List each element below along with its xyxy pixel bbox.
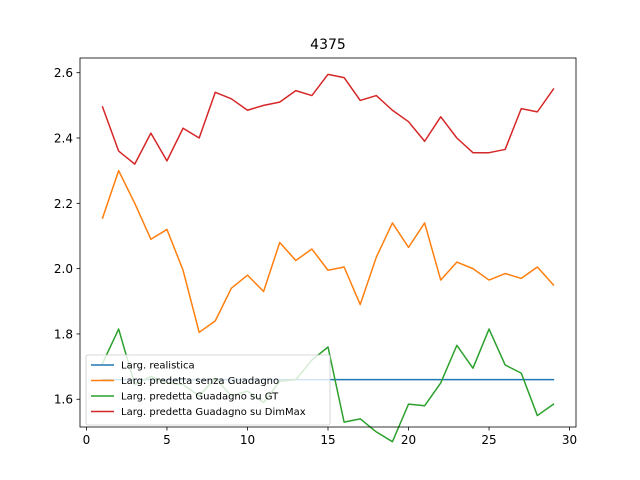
y-tick-label: 2.4	[54, 132, 73, 146]
y-tick-label: 2.2	[54, 197, 73, 211]
x-tick-label: 25	[481, 433, 496, 447]
series-line-2	[101, 169, 555, 334]
y-tick-label: 1.6	[54, 393, 73, 407]
legend-label-3: Larg. predetta Guadagno su GT	[121, 392, 279, 403]
x-tick-label: 0	[83, 433, 91, 447]
axes: 0 5 10 15 20 25 30 1.6 1.8 2.0 2.2 2.4 2.6	[54, 57, 577, 447]
chart-title: 4375	[310, 37, 346, 53]
y-tick-label: 2.0	[54, 262, 73, 276]
x-tick-label: 30	[562, 433, 577, 447]
x-tick-label: 10	[240, 433, 255, 447]
x-tick-label: 20	[401, 433, 416, 447]
legend: Larg. realistica Larg. predetta senza Gua…	[85, 354, 331, 426]
x-tick-label: 5	[163, 433, 171, 447]
legend-label-4: Larg. predetta Guadagno su DimMax	[121, 407, 306, 418]
x-tick-label: 15	[320, 433, 335, 447]
series-line-4	[101, 73, 555, 165]
legend-label-2: Larg. predetta senza Guadagno	[121, 376, 279, 387]
legend-label-1: Larg. realistica	[121, 361, 195, 372]
y-tick-label: 2.6	[54, 66, 73, 80]
legend-box	[85, 354, 331, 426]
y-tick-label: 1.8	[54, 327, 73, 341]
